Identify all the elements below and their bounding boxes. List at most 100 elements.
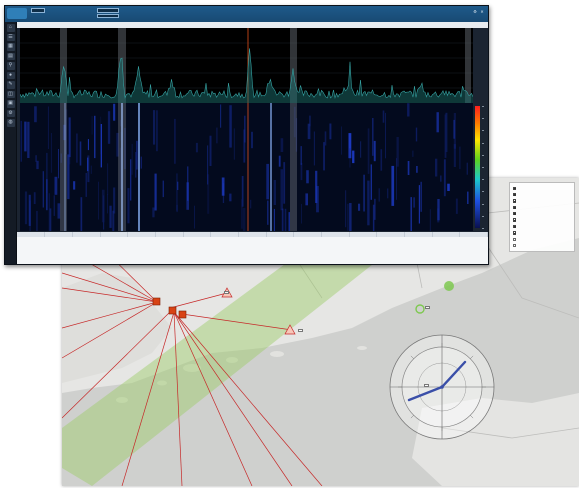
window-controls: ⚙ ✕: [473, 10, 484, 14]
column-header[interactable]: [44, 232, 73, 237]
record-icon[interactable]: ●: [6, 71, 15, 79]
frequency-input[interactable]: [97, 8, 119, 13]
table-row[interactable]: [17, 251, 488, 255]
waterfall-streak: [194, 205, 195, 229]
target-label-2[interactable]: [298, 329, 303, 332]
waterfall-streak: [64, 109, 68, 155]
spectrum-window[interactable]: ⚙ ✕ ⌂ ☰ ▦ ▤ ⚲ ● ✎ ◫ ▣ ⚙ ◍: [4, 5, 489, 265]
waterfall-streak: [420, 181, 422, 212]
layer-checkbox[interactable]: [513, 237, 517, 242]
waterfall-streak: [341, 126, 342, 155]
layer-item[interactable]: [513, 243, 571, 249]
table-cell: [72, 251, 100, 255]
layer-item[interactable]: [513, 217, 571, 223]
bandwidth-input[interactable]: [97, 13, 119, 19]
layer-item[interactable]: [513, 198, 571, 204]
waterfall-streak: [177, 181, 179, 190]
color-scale-ticks: [482, 106, 488, 229]
layers-icon[interactable]: ◫: [6, 90, 15, 98]
signal-table[interactable]: [17, 232, 488, 264]
layer-item[interactable]: [513, 204, 571, 210]
waterfall-streak: [367, 128, 370, 174]
compass-needle-a: [440, 360, 467, 389]
column-header[interactable]: [127, 232, 156, 237]
waterfall-streak: [152, 207, 155, 218]
waterfall-streak: [20, 120, 22, 162]
layer-item[interactable]: [513, 230, 571, 236]
layer-checkbox[interactable]: [513, 224, 517, 229]
waterfall-streak: [90, 165, 92, 174]
column-header[interactable]: [238, 232, 267, 237]
layer-item[interactable]: [513, 191, 571, 197]
column-header[interactable]: [100, 232, 129, 237]
layer-checkbox[interactable]: [513, 244, 517, 248]
left-toolbar: ⌂ ☰ ▦ ▤ ⚲ ● ✎ ◫ ▣ ⚙ ◍: [5, 22, 17, 264]
grid-icon[interactable]: ▤: [6, 52, 15, 60]
spectrum-plot[interactable]: [20, 28, 473, 103]
waterfall-streak: [76, 133, 78, 163]
waterfall-streak: [391, 165, 395, 206]
gear-icon[interactable]: ⚙: [6, 109, 15, 117]
column-header[interactable]: [17, 232, 46, 237]
waterfall-streak: [58, 149, 59, 179]
chart-icon[interactable]: ▦: [6, 43, 15, 51]
edit-icon[interactable]: ✎: [6, 81, 15, 89]
waterfall-streak: [280, 138, 284, 152]
station-label-a[interactable]: [425, 306, 430, 309]
column-header[interactable]: [404, 232, 433, 237]
column-header[interactable]: [183, 232, 212, 237]
column-header[interactable]: [349, 232, 378, 237]
waterfall-streak: [85, 173, 87, 197]
layer-item[interactable]: [513, 223, 571, 229]
list-icon[interactable]: ☰: [6, 33, 15, 41]
layer-checkbox[interactable]: [513, 218, 517, 222]
column-header[interactable]: [321, 232, 350, 237]
spectrum-grid: [20, 42, 473, 89]
column-header[interactable]: [376, 232, 405, 237]
waterfall-streak: [407, 161, 410, 175]
column-header[interactable]: [210, 232, 239, 237]
waterfall-streak: [300, 146, 302, 165]
column-header[interactable]: [266, 232, 295, 237]
layer-item[interactable]: [513, 185, 571, 191]
filter-icon[interactable]: ⚲: [6, 62, 15, 70]
scale-tick: [482, 130, 484, 131]
layer-checkbox[interactable]: [513, 186, 517, 190]
column-header[interactable]: [155, 232, 184, 237]
mode-selector[interactable]: [31, 8, 45, 13]
waterfall-streak: [130, 159, 132, 201]
waterfall-streak: [47, 106, 49, 149]
column-header[interactable]: [72, 232, 101, 237]
layer-item[interactable]: [513, 236, 571, 242]
table-cell: [128, 251, 156, 255]
layer-item[interactable]: [513, 211, 571, 217]
layer-checkbox[interactable]: [513, 231, 517, 235]
waterfall-streak: [345, 190, 347, 228]
table-cell: [460, 251, 488, 255]
waterfall-streak: [385, 112, 386, 159]
waterfall-streak: [100, 124, 102, 168]
column-header[interactable]: [293, 232, 322, 237]
waterfall-streak: [50, 133, 52, 173]
settings-icon[interactable]: ⚙: [473, 9, 477, 14]
islands: [116, 346, 367, 403]
waterfall-streak: [48, 193, 50, 231]
scale-tick: [482, 215, 484, 217]
spectrum-trace-fill: [20, 48, 473, 103]
close-icon[interactable]: ✕: [480, 9, 484, 14]
waterfall-streak: [447, 183, 450, 191]
app-logo[interactable]: [7, 8, 27, 19]
home-icon[interactable]: ⌂: [6, 24, 15, 32]
layer-checkbox[interactable]: [513, 212, 517, 216]
map-icon[interactable]: ▣: [6, 100, 15, 108]
column-header[interactable]: [432, 232, 461, 237]
waterfall-streak: [251, 131, 253, 149]
layer-checkbox[interactable]: [513, 192, 517, 197]
layer-checkbox[interactable]: [513, 199, 517, 203]
column-header[interactable]: [459, 232, 488, 237]
globe-icon[interactable]: ◍: [6, 119, 15, 127]
layer-checkbox[interactable]: [513, 205, 517, 210]
waterfall-display[interactable]: [20, 103, 473, 231]
target-label-1[interactable]: [224, 291, 229, 294]
waterfall-streak: [387, 188, 389, 199]
